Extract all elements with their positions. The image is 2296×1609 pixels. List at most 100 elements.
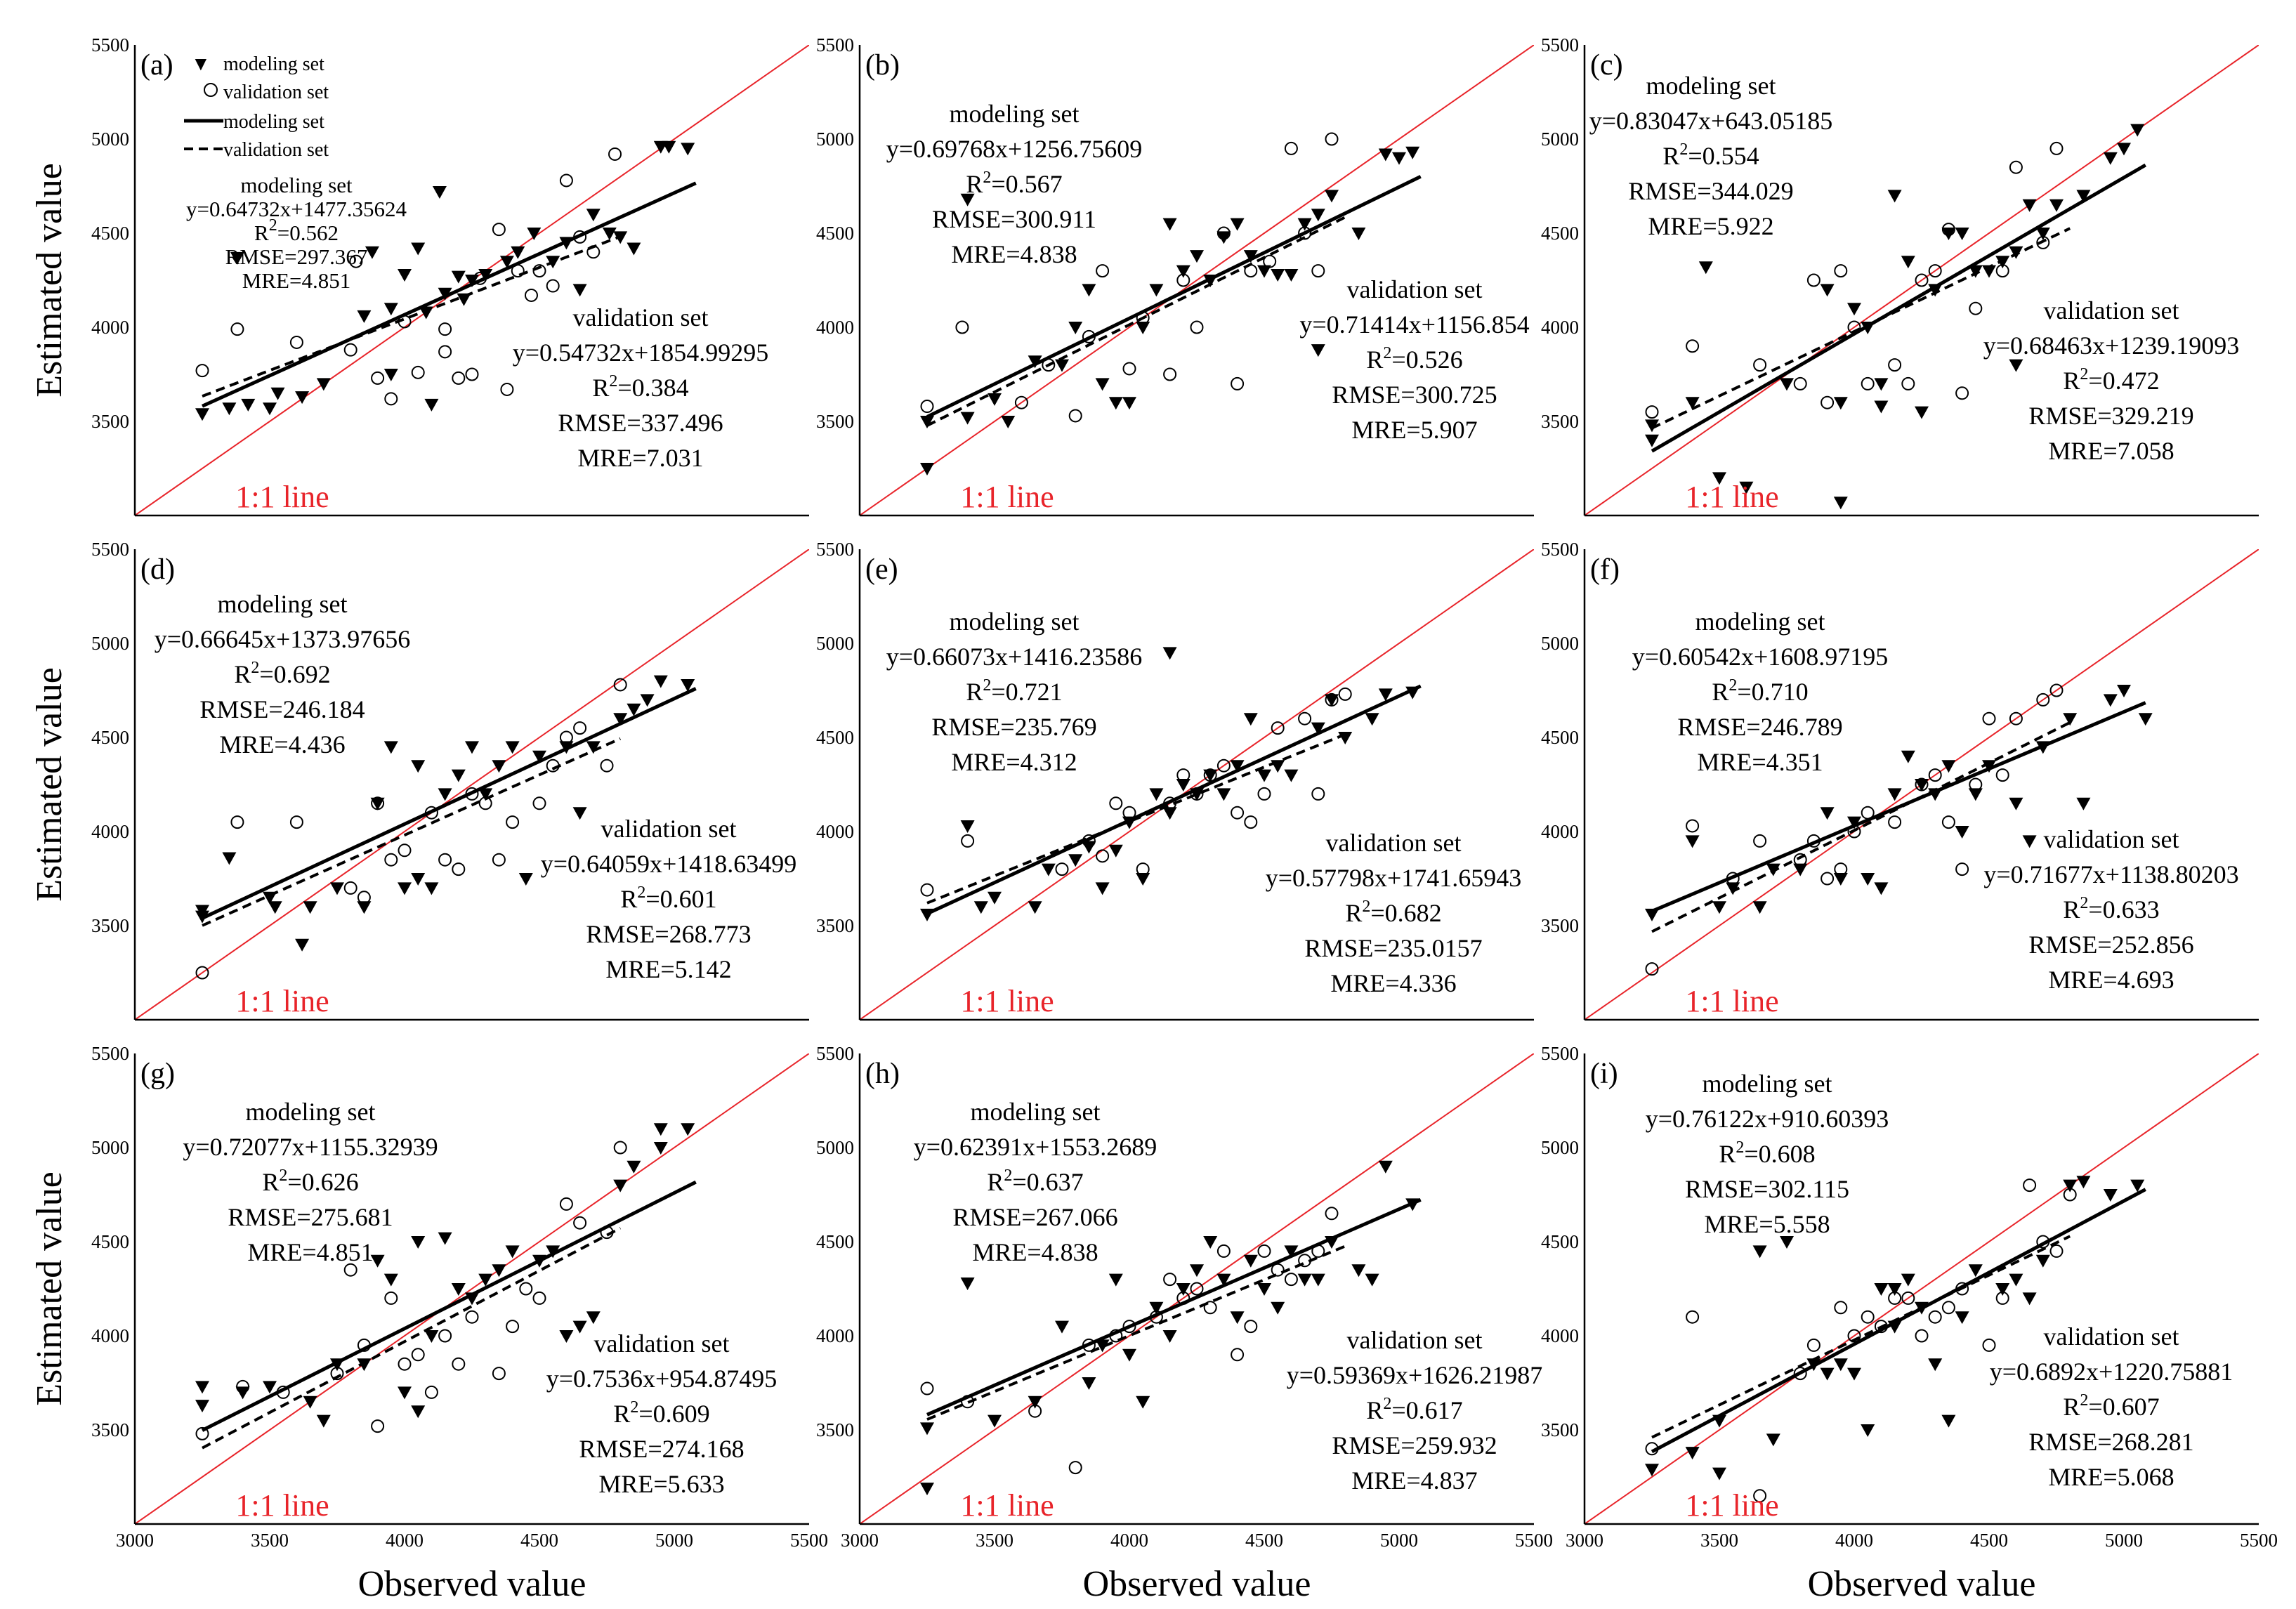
validation-point <box>532 796 546 810</box>
modeling-point <box>1162 807 1177 820</box>
y-tick-label: 3500 <box>816 411 854 432</box>
validation-point <box>1042 358 1056 372</box>
validation-equation: y=0.68463x+1239.19093 <box>1983 331 2240 360</box>
modeling-point <box>1928 788 1943 801</box>
modeling-point <box>1257 1283 1271 1296</box>
modeling-point <box>411 760 426 773</box>
modeling-point <box>2117 685 2131 697</box>
y-axis-label: Estimated value <box>29 667 70 902</box>
validation-point <box>452 1357 466 1371</box>
panel-g: 3500 4000 4500 5000 5500 3000 3500 4000 4500 5000… <box>29 1043 828 1604</box>
validation-point <box>384 392 398 406</box>
modeling-point <box>546 1245 560 1259</box>
modeling-point <box>268 901 282 914</box>
modeling-point <box>1271 268 1285 282</box>
panel-b: 3500 4000 4500 5000 5500 (b) 1:1 line modeling … <box>816 34 1534 517</box>
modeling-rmse: RMSE=275.681 <box>228 1203 393 1231</box>
modeling-r2: R2=0.567 <box>966 169 1062 198</box>
modeling-point <box>1645 1464 1659 1477</box>
modeling-point <box>438 1232 452 1245</box>
modeling-point <box>1149 1301 1164 1315</box>
modeling-point <box>559 1330 574 1343</box>
y-tick-label: 4500 <box>1541 1231 1579 1252</box>
modeling-point <box>2063 713 2078 726</box>
validation-point <box>1325 132 1339 146</box>
x-tick-label: 3000 <box>1566 1530 1603 1551</box>
modeling-point <box>1847 1367 1861 1381</box>
validation-point <box>343 1263 357 1277</box>
validation-r2: R2=0.607 <box>2063 1391 2159 1421</box>
validation-point <box>1284 1273 1298 1287</box>
validation-point <box>1244 1320 1258 1334</box>
y-tick-label: 5500 <box>1541 1043 1579 1064</box>
validation-set-title: validation set <box>601 815 737 843</box>
validation-point <box>438 1329 452 1343</box>
validation-point <box>2023 1178 2037 1193</box>
validation-set-title: validation set <box>2044 296 2179 324</box>
modeling-rmse: RMSE=235.769 <box>931 713 1096 741</box>
validation-set-title: validation set <box>1326 829 1462 857</box>
modeling-point <box>2076 190 2091 203</box>
modeling-point <box>357 310 372 323</box>
validation-mre: MRE=5.068 <box>2048 1463 2174 1491</box>
validation-point <box>532 1291 546 1305</box>
x-tick-label: 4500 <box>520 1530 558 1551</box>
modeling-point <box>1257 769 1271 782</box>
modeling-point <box>1162 1330 1177 1343</box>
legend: ▼ modeling set validation set modeling s… <box>184 53 329 161</box>
modeling-mre: MRE=4.851 <box>247 1238 373 1266</box>
modeling-point <box>1780 1236 1794 1249</box>
modeling-point <box>303 1395 317 1409</box>
validation-point <box>613 1141 627 1155</box>
modeling-point <box>2138 713 2153 726</box>
validation-point <box>1231 806 1245 820</box>
modeling-point <box>398 1386 412 1400</box>
modeling-point <box>1203 769 1218 782</box>
validation-point <box>384 1291 398 1305</box>
validation-point <box>1645 1442 1659 1456</box>
modeling-point <box>383 1273 398 1287</box>
validation-point <box>1888 815 1902 829</box>
modeling-point <box>2103 694 2118 707</box>
modeling-equation: y=0.83047x+643.05185 <box>1589 107 1833 135</box>
y-tick-label: 4500 <box>816 1231 854 1252</box>
modeling-point <box>1001 416 1016 428</box>
modeling-point <box>1833 397 1848 410</box>
validation-point <box>1068 409 1082 423</box>
validation-point <box>1941 1301 1955 1315</box>
modeling-rmse: RMSE=267.066 <box>952 1203 1117 1231</box>
modeling-point <box>920 416 934 428</box>
validation-point <box>1163 367 1177 381</box>
modeling-point <box>357 1358 372 1372</box>
validation-point <box>1686 819 1700 833</box>
modeling-equation: y=0.72077x+1155.32939 <box>183 1133 438 1161</box>
modeling-point <box>2009 359 2023 372</box>
validation-point <box>506 1320 520 1334</box>
modeling-point <box>1351 1264 1366 1278</box>
legend-validation-line-label: validation set <box>223 139 329 161</box>
modeling-equation: y=0.66073x+1416.23586 <box>886 643 1143 671</box>
modeling-r2: R2=0.554 <box>1662 140 1759 170</box>
modeling-point <box>973 901 988 914</box>
y-tick-label: 4500 <box>1541 223 1579 244</box>
validation-rmse: RMSE=329.219 <box>2028 402 2193 430</box>
modeling-point <box>295 391 310 405</box>
legend-validation-points-label: validation set <box>223 81 329 103</box>
modeling-point <box>505 741 520 754</box>
modeling-point <box>2035 741 2050 754</box>
validation-point <box>1821 872 1835 886</box>
validation-point <box>195 1426 209 1440</box>
modeling-point <box>1685 835 1700 848</box>
modeling-point <box>1216 788 1231 801</box>
validation-point <box>1955 862 1969 876</box>
validation-point <box>1806 273 1821 287</box>
modeling-fit-line <box>201 1180 697 1432</box>
modeling-point <box>1955 826 1969 839</box>
validation-point <box>1109 1329 1123 1343</box>
validation-point <box>1861 806 1875 820</box>
validation-r2: R2=0.384 <box>592 372 688 402</box>
modeling-point <box>411 1236 426 1249</box>
modeling-mre: MRE=4.851 <box>242 268 350 293</box>
modeling-point <box>1901 750 1915 763</box>
modeling-point <box>1928 284 1943 297</box>
